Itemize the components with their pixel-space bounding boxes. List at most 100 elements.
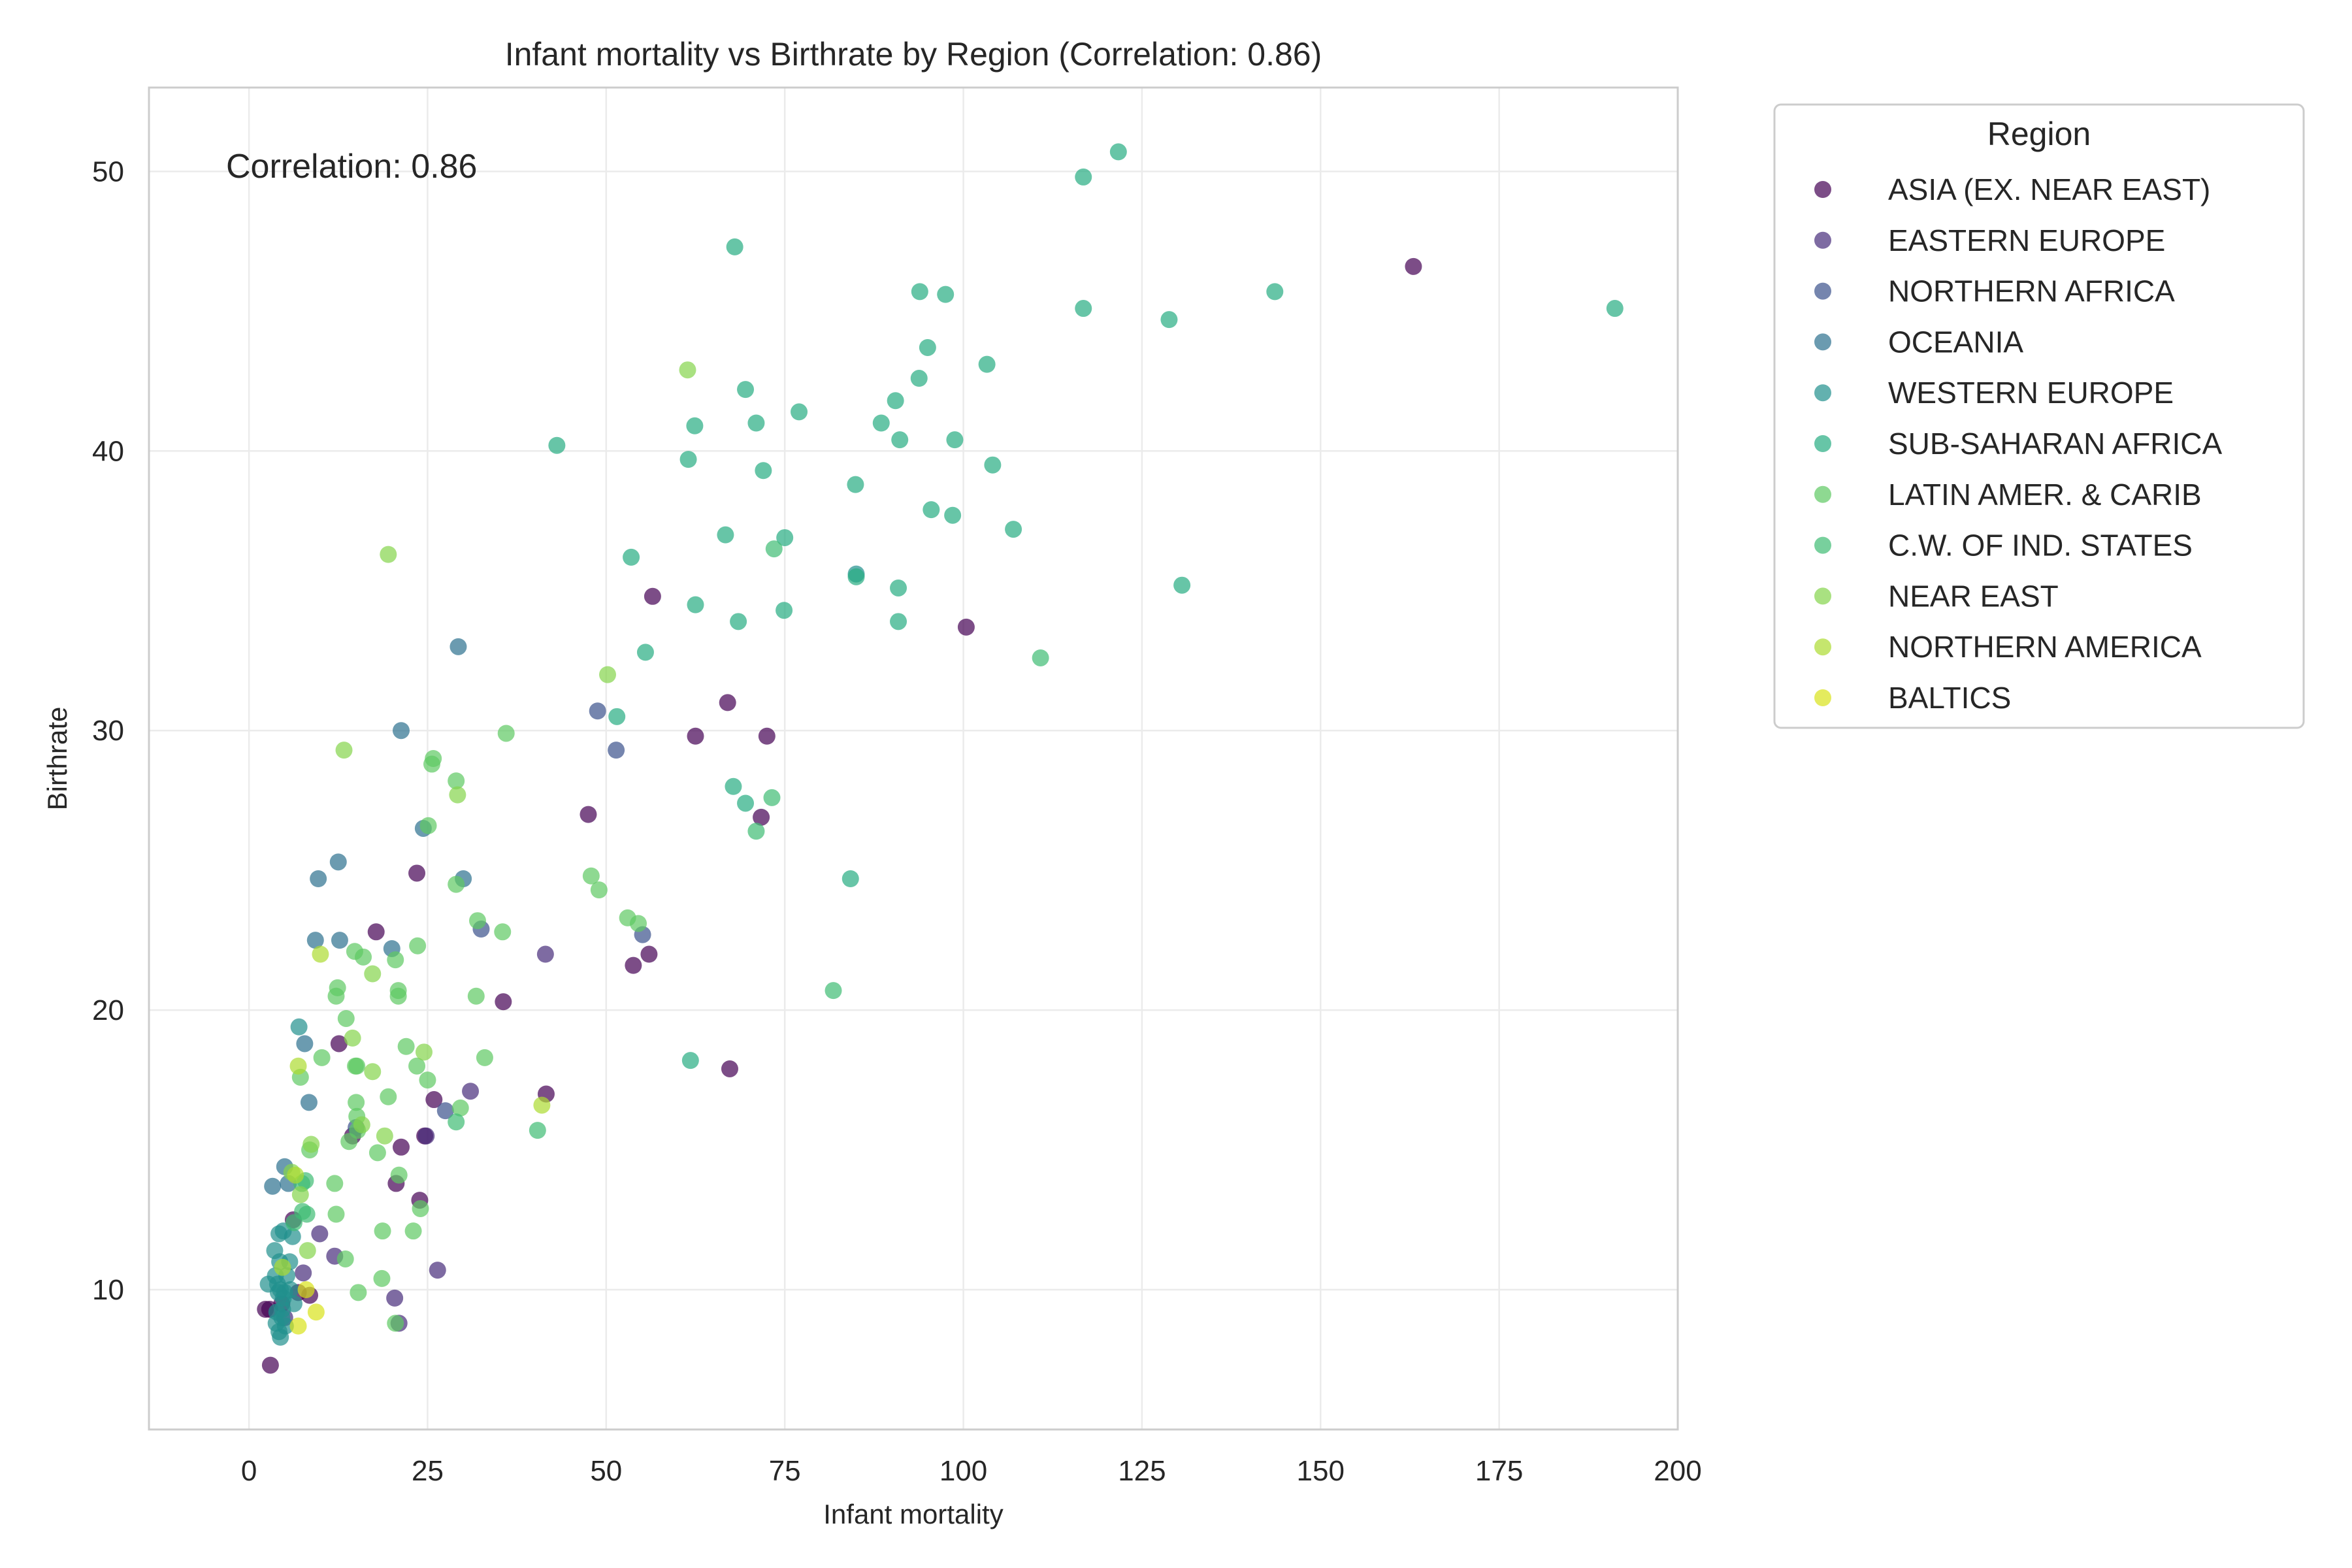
data-point (404, 1222, 422, 1240)
legend-marker (1814, 181, 1831, 198)
data-point (299, 1242, 316, 1260)
data-point (261, 1356, 279, 1374)
data-point (376, 1127, 393, 1145)
data-point (310, 870, 327, 888)
data-point (374, 1222, 391, 1240)
legend-label: OCEANIA (1888, 325, 2023, 359)
x-tick-label: 0 (241, 1455, 257, 1487)
data-point (327, 987, 345, 1005)
data-point (409, 937, 427, 955)
legend-label: LATIN AMER. & CARIB (1888, 478, 2202, 512)
data-point (425, 750, 442, 767)
legend-title: Region (1987, 116, 2091, 152)
x-axis-label: Infant mortality (823, 1499, 1003, 1529)
data-points (257, 143, 1624, 1374)
data-point (640, 945, 658, 963)
data-point (923, 501, 940, 519)
correlation-annotation: Correlation: 0.86 (226, 148, 477, 186)
data-point (957, 618, 975, 636)
x-tick-label: 150 (1297, 1455, 1345, 1487)
data-point (548, 436, 566, 454)
y-axis: 10 20 30 40 50 (92, 155, 124, 1306)
data-point (387, 951, 404, 969)
data-point (386, 1289, 404, 1307)
data-point (412, 1200, 429, 1217)
legend-marker (1814, 435, 1831, 452)
data-point (419, 817, 437, 834)
chart-title: Infant mortality vs Birthrate by Region … (505, 36, 1322, 73)
data-point (289, 1317, 307, 1335)
data-point (529, 1122, 546, 1139)
data-point (494, 923, 512, 941)
data-point (536, 945, 554, 963)
data-point (679, 451, 697, 468)
data-point (755, 462, 772, 480)
legend-marker (1814, 282, 1831, 300)
data-point (344, 1029, 361, 1047)
data-point (306, 932, 324, 949)
data-point (297, 1281, 315, 1299)
data-point (302, 1135, 320, 1153)
data-point (298, 1205, 316, 1223)
data-point (599, 666, 616, 683)
data-point (1606, 300, 1624, 318)
legend-label: BALTICS (1888, 681, 2011, 715)
x-axis: 0 25 50 75 100 125 150 175 200 (241, 1455, 1702, 1487)
x-tick-label: 200 (1654, 1455, 1701, 1487)
data-point (841, 870, 859, 888)
data-point (753, 808, 770, 826)
data-point (289, 1057, 307, 1075)
plot-background (149, 88, 1678, 1429)
data-point (285, 1214, 302, 1232)
data-point (451, 1099, 469, 1117)
data-point (887, 392, 904, 410)
data-point (1405, 257, 1422, 275)
data-point (608, 742, 625, 759)
data-point (467, 987, 485, 1005)
data-point (791, 403, 808, 421)
data-point (910, 370, 928, 387)
data-point (725, 777, 742, 795)
data-point (448, 772, 465, 790)
x-tick-label: 25 (412, 1455, 444, 1487)
y-tick-label: 20 (92, 994, 124, 1026)
data-point (368, 1144, 386, 1162)
data-point (392, 1138, 410, 1156)
data-point (364, 1063, 382, 1081)
legend-marker (1814, 384, 1831, 402)
data-point (737, 381, 755, 399)
data-point (847, 476, 864, 493)
data-point (415, 1043, 433, 1061)
data-point (758, 727, 776, 745)
data-point (625, 956, 642, 974)
legend-marker (1814, 333, 1831, 351)
data-point (327, 1205, 345, 1223)
data-point (274, 1258, 291, 1276)
legend-label: NORTHERN AMERICA (1888, 630, 2202, 664)
data-point (373, 1269, 391, 1287)
data-point (919, 338, 936, 356)
data-point (776, 529, 794, 546)
legend-frame (1773, 103, 2305, 729)
plot-frame (148, 86, 1679, 1431)
x-tick-label: 100 (939, 1455, 987, 1487)
data-point (380, 1088, 397, 1105)
data-point (296, 1035, 314, 1053)
data-point (300, 1094, 318, 1111)
data-point (776, 602, 793, 619)
data-point (687, 596, 704, 613)
data-point (589, 702, 606, 720)
x-tick-label: 175 (1475, 1455, 1523, 1487)
data-point (721, 1060, 738, 1077)
data-point (825, 982, 842, 1000)
data-point (1109, 143, 1127, 161)
data-point (730, 613, 747, 630)
data-point (1160, 311, 1178, 329)
data-point (355, 948, 372, 966)
data-point (348, 1057, 366, 1075)
data-point (872, 414, 890, 432)
data-point (686, 417, 704, 434)
data-point (1032, 649, 1049, 666)
legend-label: WESTERN EUROPE (1888, 376, 2174, 410)
data-point (436, 1102, 454, 1120)
